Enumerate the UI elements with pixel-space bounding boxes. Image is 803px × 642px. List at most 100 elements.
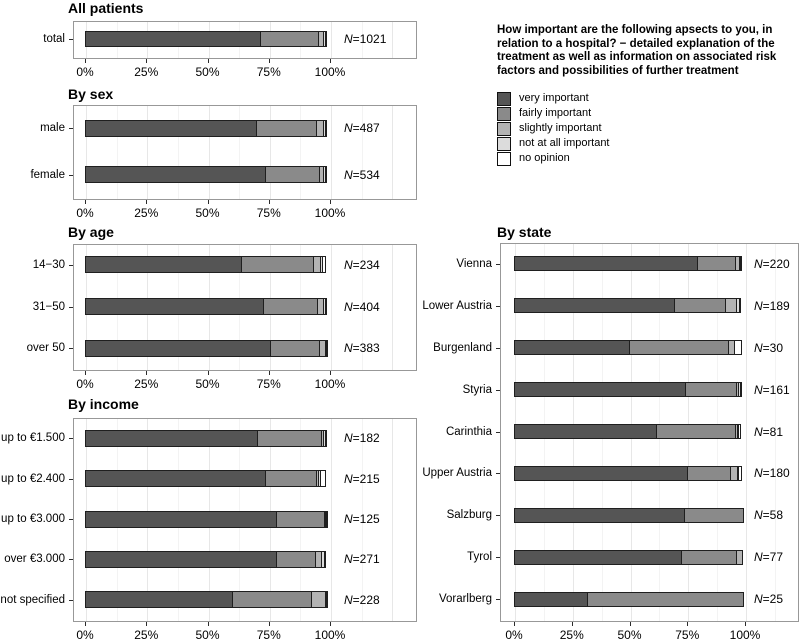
bar-segment-very-important <box>85 429 258 447</box>
row-label: over €3.000 <box>4 553 65 566</box>
x-tick <box>268 200 270 204</box>
chart-title-by-income: By income <box>68 396 139 412</box>
bar-segment-very-important <box>85 510 278 528</box>
gridline <box>746 244 747 621</box>
legend-item-label: no opinion <box>519 152 570 164</box>
chart-title-by-sex: By sex <box>68 86 114 102</box>
bar-up-to-3-000 <box>85 510 329 528</box>
y-tick <box>496 515 500 517</box>
gridline <box>331 22 332 58</box>
gridline <box>774 244 776 621</box>
x-tick-label: 50% <box>195 206 220 220</box>
y-tick <box>69 478 73 480</box>
bar-total <box>85 31 327 47</box>
row-label: Tyrol <box>467 551 492 564</box>
gridline <box>331 419 332 621</box>
bar-segment-no-opinion <box>324 119 327 137</box>
bar-vorarlberg <box>514 591 744 607</box>
bar-segment-no-opinion <box>324 298 327 315</box>
x-tick-label: 25% <box>134 628 159 642</box>
x-tick <box>85 200 86 204</box>
x-tick <box>687 622 689 626</box>
bar-segment-fairly-important <box>265 470 317 488</box>
chart-by-sex: By sex male N=487 female N=534 0% 25% 50% 75% 10… <box>0 86 420 222</box>
bar-segment-very-important <box>514 382 687 398</box>
n-label: N=161 <box>754 382 790 397</box>
gridline <box>116 106 118 199</box>
y-tick <box>496 431 500 433</box>
gridline <box>361 245 363 370</box>
bar-segment-no-opinion <box>324 31 327 47</box>
x-tick-label: 75% <box>256 628 281 642</box>
chart-by-income: By income up to €1.500 N=182 up to €2.400 N… <box>0 396 420 642</box>
legend-item-slightly-important: slightly important <box>497 121 799 136</box>
x-tick-label: 0% <box>76 377 94 391</box>
legend-item-fairly-important: fairly important <box>497 106 799 121</box>
bar-segment-fairly-important <box>276 550 316 568</box>
y-tick <box>69 174 73 176</box>
x-tick-label: 100% <box>729 628 761 642</box>
bar-segment-no-opinion <box>739 256 742 272</box>
n-label: N=81 <box>754 424 784 439</box>
x-tick <box>85 59 86 63</box>
row-label: 14−30 <box>32 258 65 271</box>
bar-segment-very-important <box>514 465 689 481</box>
x-tick-label: 75% <box>256 65 281 79</box>
x-tick <box>207 371 209 375</box>
bar-segment-fairly-important <box>680 549 738 565</box>
gridline <box>147 106 149 199</box>
bar-segment-fairly-important <box>687 465 732 481</box>
bar-segment-fairly-important <box>255 119 317 137</box>
gridline <box>392 245 394 370</box>
n-label: N=271 <box>344 552 380 567</box>
n-label: N=487 <box>344 121 380 136</box>
gridline <box>239 106 241 199</box>
y-tick <box>496 347 500 349</box>
x-tick <box>146 622 148 626</box>
x-tick-label: 50% <box>195 377 220 391</box>
gridline <box>361 22 363 58</box>
y-tick <box>496 599 500 601</box>
bar-segment-fairly-important <box>685 382 737 398</box>
gridline <box>269 106 271 199</box>
n-label: N=404 <box>344 299 380 314</box>
x-tick-label: 75% <box>256 206 281 220</box>
n-label: N=58 <box>754 508 784 523</box>
x-tick <box>207 59 209 63</box>
n-label: N=220 <box>754 256 790 271</box>
bar-segment-very-important <box>514 549 682 565</box>
bar-over-50 <box>85 339 328 357</box>
bar-carinthia <box>514 424 741 439</box>
y-tick <box>69 348 73 350</box>
bar-segment-very-important <box>514 298 675 314</box>
n-label: N=125 <box>344 512 380 526</box>
bar-segment-fairly-important <box>240 256 315 274</box>
bar-segment-very-important <box>514 340 630 356</box>
chart-by-state: By state Vienna N=220 Lower Austria N=189 Bu… <box>420 224 803 642</box>
bar-segment-very-important <box>85 591 234 609</box>
bar-segment-very-important <box>85 298 264 315</box>
y-tick <box>69 438 73 440</box>
bar-segment-fairly-important <box>656 424 737 439</box>
bar-over-3-000 <box>85 550 326 568</box>
row-label: 31−50 <box>32 300 65 313</box>
legend-item-no-opinion: no opinion <box>497 151 799 166</box>
gridline <box>331 245 332 370</box>
x-tick-label: 25% <box>134 377 159 391</box>
chart-by-age: By age 14−30 N=234 31−50 N=404 over 50 N=383 0… <box>0 224 420 394</box>
n-label: N=77 <box>754 550 784 565</box>
bar-segment-no-opinion <box>734 340 742 356</box>
x-tick-label: 75% <box>675 628 700 642</box>
x-tick <box>85 371 86 375</box>
x-tick-label: 0% <box>76 206 94 220</box>
n-label: N=234 <box>344 257 380 272</box>
bar-segment-very-important <box>85 256 242 274</box>
n-label: N=534 <box>344 167 380 182</box>
chart-title-by-state: By state <box>497 224 552 240</box>
gridline <box>177 106 179 199</box>
row-label: Vienna <box>456 257 492 270</box>
bar-segment-slightly-important <box>310 591 326 609</box>
gridline <box>392 106 394 199</box>
legend-item-label: very important <box>519 92 589 104</box>
bar-tyrol <box>514 549 743 565</box>
